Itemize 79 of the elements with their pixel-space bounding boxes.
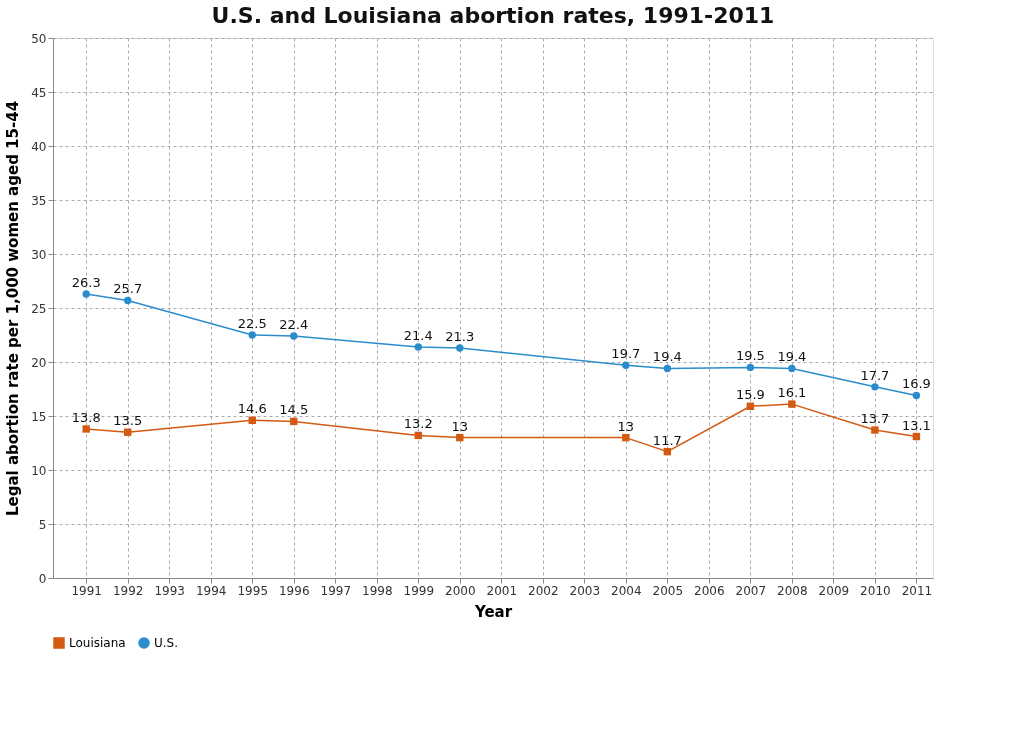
data-label: 21.3	[445, 328, 475, 344]
x-tick-label: 1997	[320, 583, 352, 598]
legend-label: U.S.	[154, 636, 179, 650]
data-label: 13	[617, 418, 635, 434]
point	[663, 364, 672, 373]
x-tick-label: 2006	[694, 583, 725, 598]
data-label: 17.7	[860, 367, 890, 383]
data-label: 16.9	[901, 376, 931, 392]
data-label: 14.5	[279, 402, 309, 418]
point	[124, 428, 132, 436]
x-tick-label: 2011	[901, 583, 933, 598]
data-label: 13.1	[901, 417, 931, 433]
data-label: 15.9	[735, 387, 765, 403]
y-tick-label: 10	[31, 463, 47, 478]
y-tick-label: 45	[31, 85, 47, 100]
point	[290, 332, 298, 340]
point	[746, 363, 755, 372]
point	[82, 290, 90, 298]
x-tick-label: 1994	[195, 583, 227, 598]
x-tick-label: 2003	[569, 583, 601, 598]
x-tick-label: 2005	[652, 583, 684, 598]
y-tick-label: 25	[31, 301, 47, 316]
point	[871, 426, 879, 434]
data-label: 11.7	[652, 432, 682, 448]
x-tick-label: 2002	[528, 583, 559, 598]
x-tick-label: 1992	[112, 583, 144, 598]
data-label: 22.4	[279, 317, 309, 333]
data-label: 13.2	[403, 416, 433, 432]
x-tick-label: 1999	[403, 583, 435, 598]
point	[248, 331, 256, 339]
data-label: 19.7	[611, 346, 641, 362]
y-tick-label: 20	[31, 355, 47, 370]
data-label: 16.1	[777, 385, 807, 401]
y-tick-label: 30	[31, 247, 47, 262]
y-tick-label: 50	[31, 31, 47, 46]
point	[622, 433, 630, 442]
x-tick-label: 2007	[735, 583, 767, 598]
point	[456, 433, 464, 442]
chart-title: U.S. and Louisiana abortion rates, 1991-2011	[211, 3, 775, 28]
y-axis-title: Legal abortion rate per 1,000 women aged 15-44	[4, 100, 23, 517]
legend-label: Louisiana	[69, 636, 126, 650]
data-label: 22.5	[237, 316, 267, 331]
y-tick-label: 35	[31, 193, 47, 208]
x-tick-label: 2004	[611, 583, 642, 598]
x-tick-label: 2008	[777, 583, 808, 598]
x-tick-label: 1996	[278, 583, 310, 598]
x-tick-label: 1998	[362, 583, 393, 598]
data-label: 14.6	[237, 401, 267, 417]
point	[788, 364, 796, 373]
point	[788, 400, 796, 408]
y-tick-label: 0	[38, 571, 47, 586]
point	[82, 425, 90, 433]
y-tick-label: 5	[38, 517, 47, 532]
x-tick-label: 2009	[818, 583, 850, 598]
data-label: 13.7	[860, 411, 890, 427]
point	[414, 343, 422, 351]
x-tick-label: 2010	[860, 583, 891, 598]
data-label: 13.8	[71, 409, 101, 425]
data-label: 13	[451, 418, 469, 434]
point	[456, 344, 464, 352]
data-label: 13.5	[113, 413, 143, 429]
data-label: 21.4	[403, 327, 433, 343]
x-tick-label: 1991	[71, 583, 102, 598]
data-label: 25.7	[113, 281, 143, 297]
data-label: 19.4	[777, 349, 807, 365]
x-tick-label: 2000	[445, 583, 476, 598]
x-tick-label: 1995	[237, 583, 269, 598]
x-tick-label: 2001	[486, 583, 518, 598]
point	[912, 391, 921, 400]
point	[622, 361, 630, 369]
x-axis-title: Year	[473, 602, 513, 621]
point	[124, 296, 132, 305]
point	[871, 383, 879, 391]
data-label: 19.5	[735, 348, 765, 364]
y-tick-label: 15	[31, 409, 47, 424]
data-label: 19.4	[652, 349, 682, 365]
x-tick-label: 1993	[154, 583, 185, 598]
y-tick-label: 40	[31, 139, 47, 154]
data-label: 26.3	[71, 274, 101, 290]
